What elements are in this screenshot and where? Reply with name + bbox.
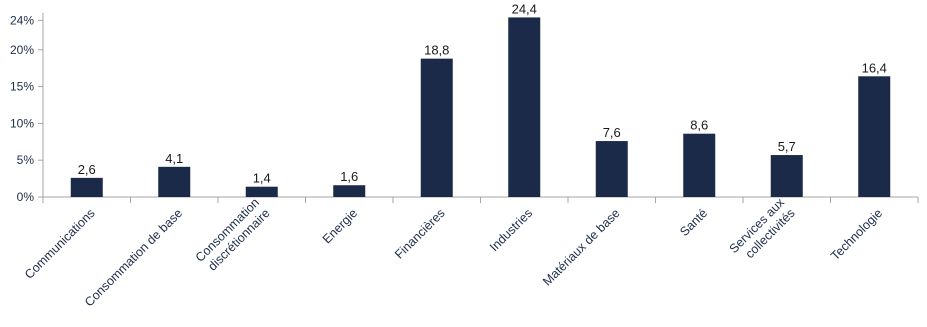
bar (770, 155, 803, 197)
x-axis (42, 196, 919, 203)
bar (245, 186, 278, 197)
bar (595, 141, 628, 197)
category-label-line: Communications (22, 206, 98, 282)
y-tick-label: 0% (17, 190, 35, 204)
category-label-line: Consommation de base (82, 206, 185, 309)
data-label: 18,8 (424, 43, 449, 58)
bar (70, 177, 103, 197)
y-tick-label: 5% (17, 153, 35, 167)
data-label: 4,1 (165, 151, 183, 166)
bar (683, 133, 716, 197)
bar (158, 166, 191, 197)
category-label-line: Matériaux de base (540, 206, 623, 289)
category-label-line: Financières (392, 206, 448, 262)
category-label: Matériaux de base (540, 206, 623, 289)
category-label: Industries (487, 206, 535, 254)
bars (70, 17, 891, 197)
category-label-line: Industries (487, 206, 535, 254)
category-label-line: Technologie (828, 206, 885, 263)
data-label: 1,4 (253, 171, 271, 186)
bar (508, 17, 541, 197)
bar (420, 58, 453, 197)
data-labels: 2,6 4,1 1,4 1,6 18,8 24,4 7,6 8,6 5,7 16,4 (78, 1, 887, 185)
data-label: 7,6 (603, 125, 621, 140)
category-label: Communications (22, 206, 98, 282)
y-tick-label: 20% (10, 43, 34, 57)
category-label-line: Energie (320, 206, 360, 246)
data-label: 2,6 (78, 162, 96, 177)
category-label: Consommation de base (82, 206, 185, 309)
y-tick-label: 15% (10, 80, 34, 94)
data-label: 8,6 (690, 118, 708, 133)
y-axis: 0% 5% 10% 15% 20% 24% (10, 13, 44, 204)
category-label: Financières (392, 206, 448, 262)
bar (858, 76, 891, 197)
bar (333, 185, 366, 197)
category-label: Energie (320, 206, 360, 246)
data-label: 24,4 (512, 1, 537, 16)
y-tick-label: 24% (10, 13, 34, 27)
category-label-line: Santé (677, 206, 710, 239)
data-label: 16,4 (862, 60, 887, 75)
data-label: 5,7 (778, 139, 796, 154)
y-tick-label: 10% (10, 116, 34, 130)
data-label: 1,6 (340, 169, 358, 184)
category-label: Technologie (828, 206, 885, 263)
category-label: Santé (677, 206, 710, 239)
